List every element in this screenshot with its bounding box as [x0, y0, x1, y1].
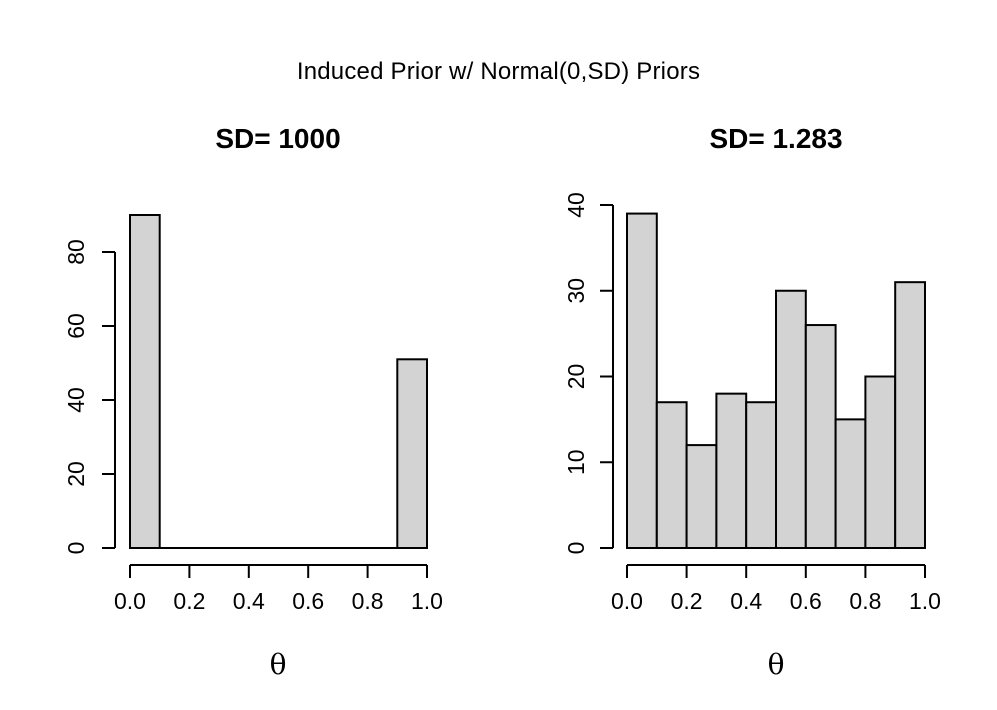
y-tick-label: 0 [63, 542, 89, 555]
main-title: Induced Prior w/ Normal(0,SD) Priors [296, 58, 701, 85]
histogram-bar [775, 289, 807, 549]
x-tick-label: 0.8 [352, 588, 384, 614]
left-histogram: 0.0 0.2 0.4 0.6 0.8 1.0 0 20 40 60 80 [63, 214, 443, 614]
x-tick-label: 0.2 [671, 588, 703, 614]
x-tick-label: 0.4 [233, 588, 265, 614]
x-tick-label: 1.0 [909, 588, 941, 614]
y-tick-label: 60 [63, 313, 89, 339]
right-histogram: 0.0 0.2 0.4 0.6 0.8 1.0 0 10 20 30 40 [563, 192, 941, 614]
y-tick-label: 10 [563, 449, 589, 475]
histogram-bar [715, 392, 748, 549]
y-tick-label: 40 [63, 387, 89, 413]
histogram-bar [655, 401, 688, 549]
histogram-bar [396, 358, 428, 549]
histogram-bar [834, 418, 867, 549]
x-tick-label: 0.4 [730, 588, 762, 614]
x-tick-label: 0.6 [292, 588, 324, 614]
x-tick-label: 1.0 [411, 588, 443, 614]
y-axis: 0 10 20 30 40 [563, 192, 614, 555]
histogram-bar [129, 214, 161, 549]
y-tick-label: 0 [563, 542, 589, 555]
histogram-bar [804, 324, 837, 549]
y-tick-label: 30 [563, 278, 589, 304]
histogram-bar [626, 212, 658, 549]
histogram-bars [129, 214, 428, 549]
x-tick-label: 0.8 [849, 588, 881, 614]
histogram-bars [626, 212, 927, 550]
y-tick-label: 40 [563, 192, 589, 218]
y-tick-label: 20 [563, 364, 589, 390]
x-axis: 0.0 0.2 0.4 0.6 0.8 1.0 [611, 564, 941, 614]
x-tick-label: 0.0 [611, 588, 643, 614]
x-tick-label: 0.0 [114, 588, 146, 614]
y-tick-label: 80 [63, 239, 89, 265]
x-axis-label-theta-left: θ [269, 648, 287, 681]
x-tick-label: 0.2 [173, 588, 205, 614]
y-tick-label: 20 [63, 461, 89, 487]
histogram-bar [894, 281, 927, 549]
x-axis: 0.0 0.2 0.4 0.6 0.8 1.0 [114, 564, 443, 614]
histogram-bar [864, 375, 897, 549]
plot-title-left: SD= 1000 [215, 123, 341, 154]
histogram-bar [745, 401, 778, 549]
x-tick-label: 0.6 [790, 588, 822, 614]
plot-title-right: SD= 1.283 [709, 123, 843, 154]
x-axis-label-theta-right: θ [767, 648, 785, 681]
histogram-bar [685, 444, 718, 550]
y-axis: 0 20 40 60 80 [63, 239, 116, 555]
